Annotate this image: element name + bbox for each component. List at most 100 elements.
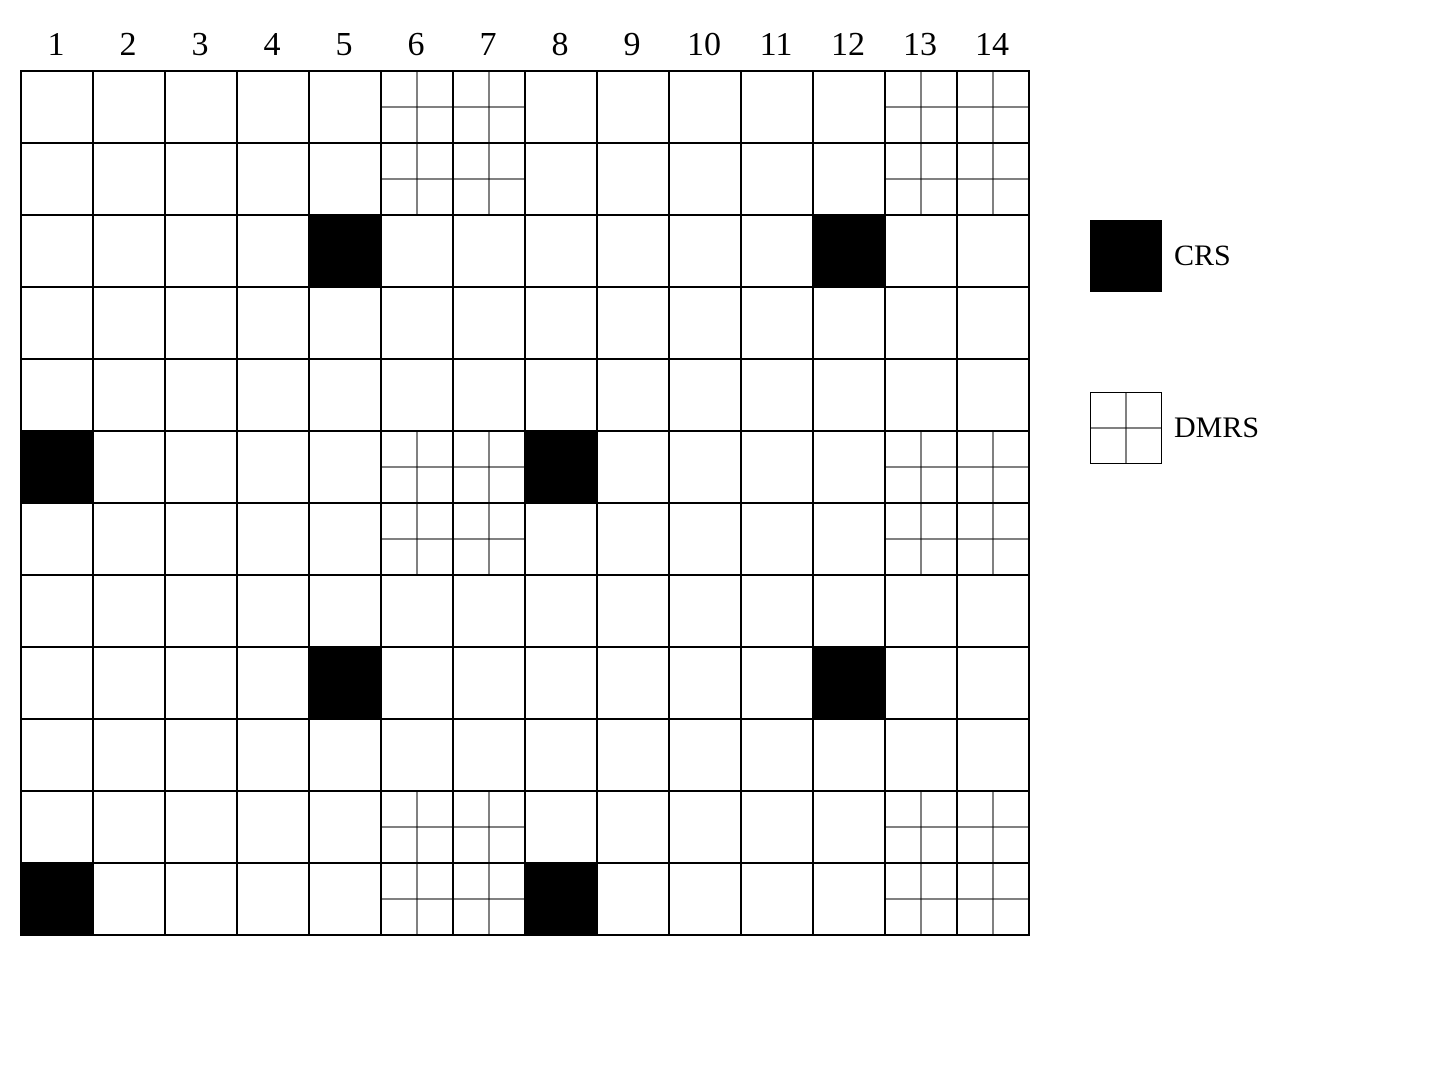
column-header: 2 [92, 20, 164, 70]
empty-cell [597, 71, 669, 143]
empty-cell [237, 71, 309, 143]
empty-cell [165, 143, 237, 215]
empty-cell [741, 71, 813, 143]
empty-cell [309, 287, 381, 359]
empty-cell [957, 359, 1029, 431]
empty-cell [597, 143, 669, 215]
empty-cell [93, 287, 165, 359]
empty-cell [165, 503, 237, 575]
empty-cell [237, 575, 309, 647]
dmrs-cell [453, 791, 525, 863]
empty-cell [813, 71, 885, 143]
empty-cell [741, 647, 813, 719]
empty-cell [237, 863, 309, 935]
empty-cell [885, 287, 957, 359]
empty-cell [93, 503, 165, 575]
empty-cell [381, 359, 453, 431]
dmrs-cell [885, 143, 957, 215]
empty-cell [741, 143, 813, 215]
empty-cell [237, 791, 309, 863]
empty-cell [309, 719, 381, 791]
empty-cell [453, 359, 525, 431]
empty-cell [93, 359, 165, 431]
empty-cell [237, 719, 309, 791]
legend-label: DMRS [1174, 411, 1259, 445]
crs-cell [525, 431, 597, 503]
empty-cell [813, 719, 885, 791]
empty-cell [525, 359, 597, 431]
empty-cell [957, 647, 1029, 719]
empty-cell [93, 431, 165, 503]
empty-cell [381, 575, 453, 647]
empty-cell [165, 71, 237, 143]
empty-cell [525, 287, 597, 359]
empty-cell [237, 503, 309, 575]
empty-cell [669, 863, 741, 935]
column-header: 11 [740, 20, 812, 70]
column-header: 14 [956, 20, 1028, 70]
column-headers: 1234567891011121314 [20, 20, 1030, 70]
column-header: 1 [20, 20, 92, 70]
column-header: 8 [524, 20, 596, 70]
dmrs-cell [453, 863, 525, 935]
empty-cell [21, 287, 93, 359]
empty-cell [525, 647, 597, 719]
empty-cell [237, 359, 309, 431]
empty-cell [309, 359, 381, 431]
column-header: 5 [308, 20, 380, 70]
column-header: 4 [236, 20, 308, 70]
dmrs-cell [381, 71, 453, 143]
crs-cell [813, 215, 885, 287]
crs-cell [813, 647, 885, 719]
legend-box-crs [1090, 220, 1162, 292]
empty-cell [597, 719, 669, 791]
empty-cell [669, 503, 741, 575]
empty-cell [21, 359, 93, 431]
empty-cell [669, 359, 741, 431]
dmrs-cell [453, 503, 525, 575]
empty-cell [309, 431, 381, 503]
dmrs-cell [885, 791, 957, 863]
empty-cell [381, 719, 453, 791]
empty-cell [453, 287, 525, 359]
empty-cell [597, 359, 669, 431]
dmrs-cell [453, 143, 525, 215]
empty-cell [813, 143, 885, 215]
column-header: 13 [884, 20, 956, 70]
empty-cell [93, 647, 165, 719]
empty-cell [885, 359, 957, 431]
empty-cell [309, 143, 381, 215]
empty-cell [957, 215, 1029, 287]
empty-cell [957, 719, 1029, 791]
dmrs-cell [885, 503, 957, 575]
column-header: 10 [668, 20, 740, 70]
empty-cell [237, 143, 309, 215]
dmrs-cell [885, 71, 957, 143]
crs-cell [309, 215, 381, 287]
empty-cell [957, 287, 1029, 359]
empty-cell [741, 575, 813, 647]
empty-cell [669, 431, 741, 503]
dmrs-cell [957, 143, 1029, 215]
empty-cell [309, 71, 381, 143]
grid-wrapper: 1234567891011121314 [20, 20, 1030, 936]
empty-cell [381, 215, 453, 287]
empty-cell [813, 863, 885, 935]
empty-cell [165, 287, 237, 359]
empty-cell [741, 503, 813, 575]
empty-cell [813, 503, 885, 575]
empty-cell [165, 575, 237, 647]
empty-cell [381, 287, 453, 359]
empty-cell [21, 503, 93, 575]
empty-cell [525, 215, 597, 287]
empty-cell [813, 791, 885, 863]
dmrs-cell [957, 71, 1029, 143]
empty-cell [669, 143, 741, 215]
empty-cell [669, 287, 741, 359]
empty-cell [669, 647, 741, 719]
empty-cell [597, 215, 669, 287]
column-header: 12 [812, 20, 884, 70]
empty-cell [165, 215, 237, 287]
empty-cell [525, 143, 597, 215]
empty-cell [21, 719, 93, 791]
